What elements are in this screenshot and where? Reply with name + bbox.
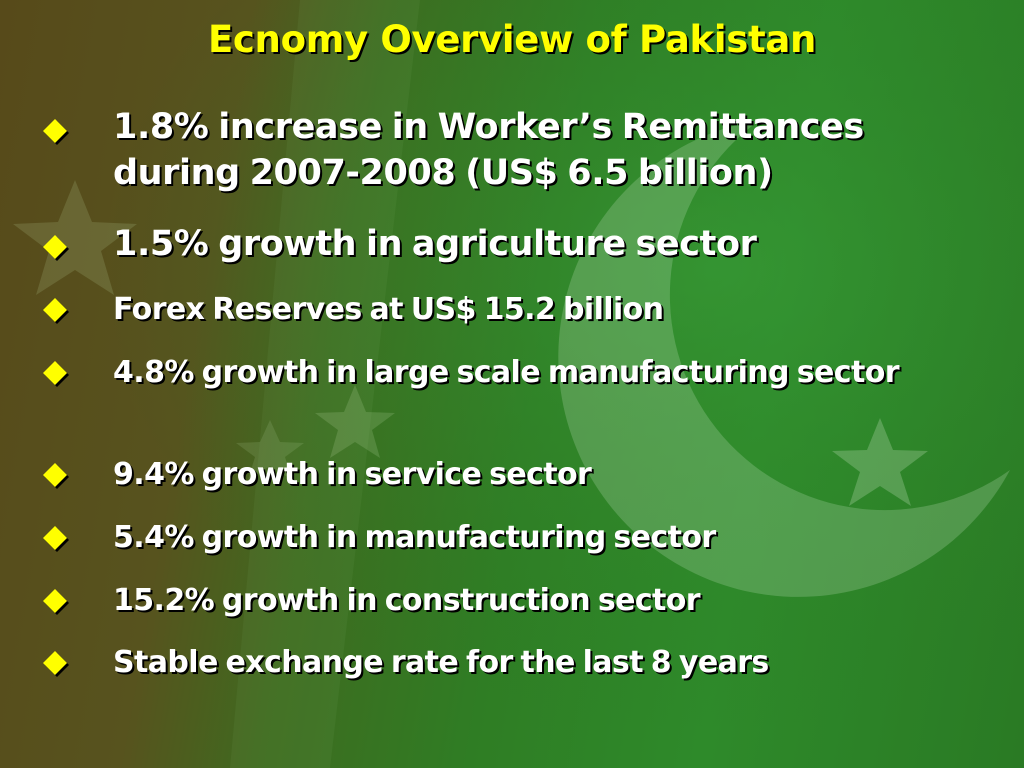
star-icon: [13, 180, 137, 295]
yellow-diamond-icon: [43, 119, 69, 145]
yellow-diamond-icon: [43, 651, 69, 677]
bullet-text: Forex Reserves at US$ 15.2 billion: [113, 292, 664, 327]
yellow-diamond-icon: [43, 298, 69, 324]
bullet-text: 4.8% growth in large scale manufacturing…: [113, 355, 900, 390]
star-icon: [315, 385, 395, 458]
yellow-diamond-icon: [43, 361, 69, 387]
yellow-diamond-icon: [43, 235, 69, 261]
yellow-diamond-icon: [43, 589, 69, 615]
bullet-text: 1.5% growth in agriculture sector: [113, 224, 757, 264]
yellow-diamond-icon: [43, 526, 69, 552]
bullet-text: Stable exchange rate for the last 8 year…: [113, 645, 769, 680]
bullet-text: 1.8% increase in Worker’s Remittances du…: [113, 107, 864, 193]
bullet-text: 5.4% growth in manufacturing sector: [113, 520, 716, 555]
slide-title: Ecnomy Overview of Pakistan: [207, 18, 817, 61]
crescent-icon: [558, 120, 1010, 597]
bullet-text: 9.4% growth in service sector: [113, 457, 592, 492]
star-icon: [832, 418, 928, 506]
bullet-text: 15.2% growth in construction sector: [113, 583, 701, 618]
star-icon: [236, 420, 304, 480]
yellow-diamond-icon: [43, 463, 69, 489]
